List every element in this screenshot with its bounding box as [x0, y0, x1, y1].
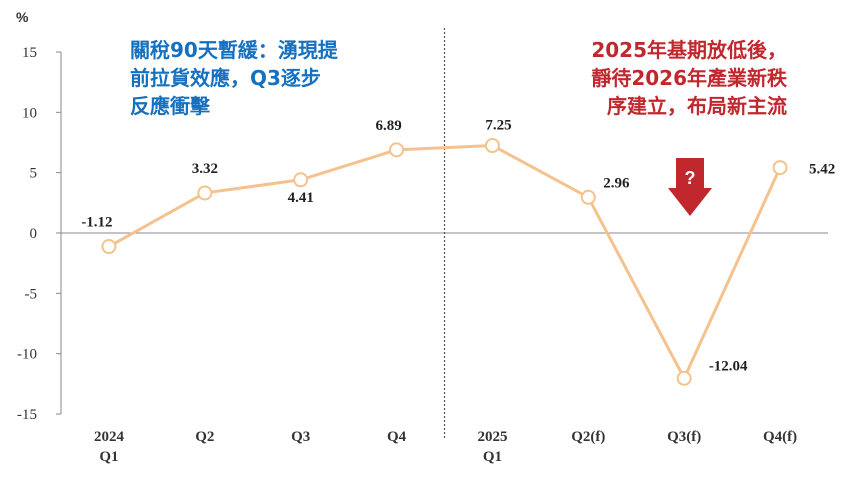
- x-tick-label: Q4: [387, 429, 407, 445]
- note-right: 2025年基期放低後， 靜待2026年產業新秩 序建立，布局新主流: [527, 36, 787, 120]
- arrow-question-mark: ?: [685, 168, 696, 188]
- x-tick-label: Q3: [291, 429, 310, 445]
- x-tick-label-year-part: Q1: [483, 449, 502, 465]
- data-point: [293, 172, 309, 188]
- y-tick-label: -15: [17, 407, 37, 423]
- data-label: 5.42: [809, 162, 835, 178]
- data-label: -1.12: [81, 215, 112, 231]
- x-tick-label: 2025: [477, 429, 507, 445]
- note-left-line: 關稅90天暫緩：湧現提: [130, 38, 338, 62]
- x-tick-label: Q3(f): [667, 429, 701, 445]
- series-line: [108, 144, 782, 380]
- y-tick-label: 0: [30, 226, 38, 242]
- data-point: [389, 142, 405, 158]
- note-right-line: 靜待2026年產業新秩: [591, 66, 787, 90]
- data-labels: -1.12 3.32 4.41 6.89 7.25 2.96 -12.04 5.42: [81, 118, 835, 375]
- note-right-line: 序建立，布局新主流: [607, 94, 787, 118]
- data-point: [101, 239, 117, 255]
- series: [101, 138, 788, 386]
- data-label: 7.25: [485, 118, 511, 134]
- note-left: 關稅90天暫緩：湧現提 前拉貨效應，Q3逐步 反應衝擊: [130, 36, 338, 120]
- y-ticks: 15 10 5 0 -5 -10 -15: [17, 45, 61, 423]
- y-tick-label: 15: [22, 45, 37, 61]
- y-tick-label: -5: [25, 286, 38, 302]
- note-left-line: 反應衝擊: [130, 94, 210, 118]
- x-tick-label: Q2: [195, 429, 214, 445]
- x-tick-label: 2024: [94, 429, 125, 445]
- note-left-line: 前拉貨效應，Q3逐步: [130, 66, 321, 90]
- x-tick-label: Q4(f): [763, 429, 797, 445]
- data-label: -12.04: [709, 358, 748, 374]
- data-label: 2.96: [603, 175, 630, 191]
- data-point: [580, 189, 596, 205]
- x-tick-label: Q2(f): [571, 429, 605, 445]
- note-right-line: 2025年基期放低後，: [591, 38, 787, 62]
- data-label: 3.32: [192, 161, 218, 177]
- x-tick-labels: 2024 Q1 Q2 Q3 Q4 2025 Q1 Q2(f) Q3(f) Q4(f): [94, 429, 797, 465]
- y-tick-label: 10: [22, 105, 37, 121]
- data-label: 6.89: [375, 118, 401, 134]
- data-label: 4.41: [288, 190, 314, 206]
- y-tick-label: -10: [17, 347, 37, 363]
- data-point: [484, 138, 500, 154]
- y-unit-label: %: [16, 9, 29, 25]
- x-tick-label-year-part: Q1: [99, 449, 118, 465]
- y-tick-label: 5: [30, 166, 38, 182]
- data-point: [197, 185, 213, 201]
- data-point: [676, 370, 692, 386]
- down-arrow-icon: ?: [668, 158, 712, 216]
- data-point: [772, 160, 788, 176]
